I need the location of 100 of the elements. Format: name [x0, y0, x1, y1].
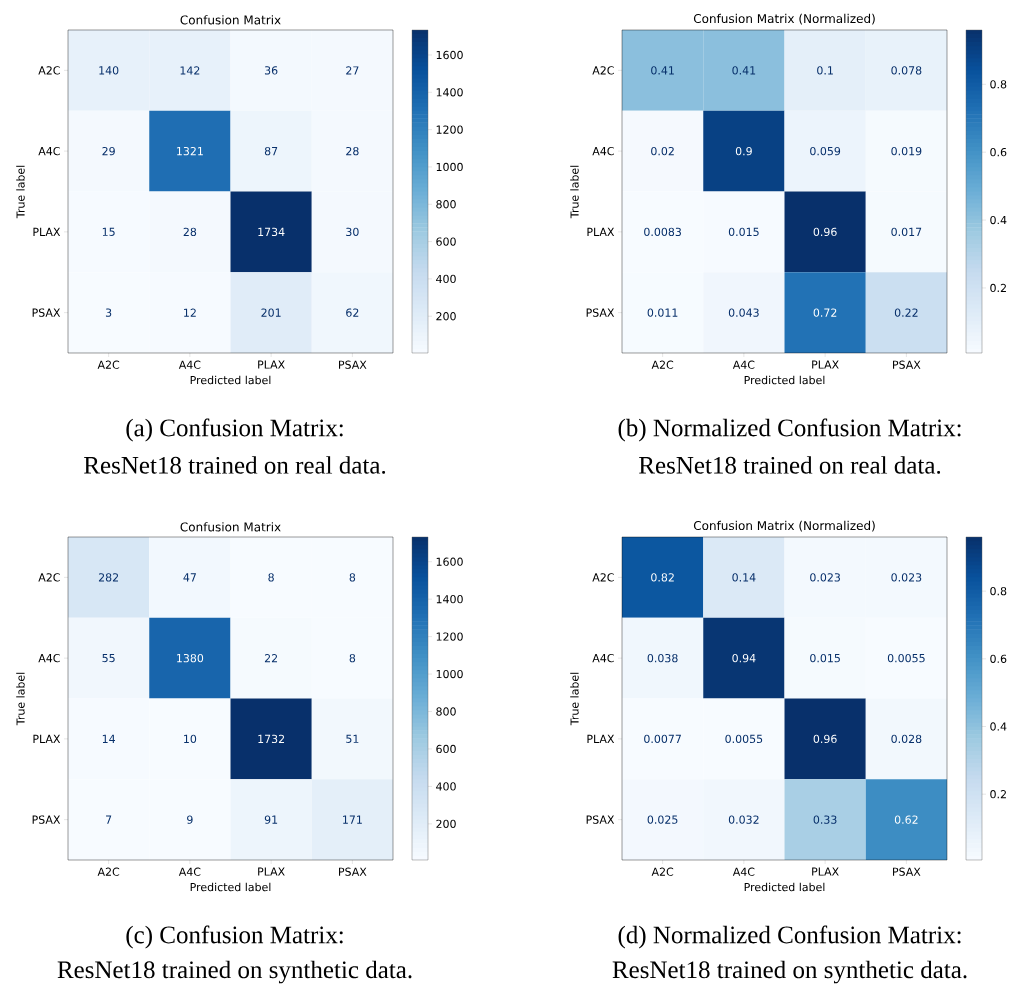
x-tick-label: A4C — [178, 867, 201, 876]
data-label: 27 — [346, 66, 359, 75]
color-bar-label: 1600 — [436, 50, 463, 60]
data-label: 1321 — [177, 146, 203, 156]
color-bar-label: 1000 — [436, 669, 463, 679]
x-axis-title: Predicted label — [744, 375, 825, 385]
data-label: 22 — [264, 654, 278, 663]
y-axis-title: True label — [16, 672, 25, 726]
data-label: 28 — [183, 227, 197, 237]
color-bar-label: 1600 — [436, 557, 463, 566]
data-label: 0.011 — [647, 308, 678, 317]
text: ResNet18 trained on synthetic data. — [57, 960, 412, 984]
text: ResNet18 trained on real data. — [639, 456, 941, 474]
chart-title: Confusion Matrix — [180, 522, 281, 532]
x-axis-title: Predicted label — [190, 882, 271, 892]
y-tick-label: PSAX — [586, 815, 615, 824]
y-tick-label: PLAX — [33, 227, 61, 236]
data-label: 28 — [346, 146, 359, 156]
data-label: 0.33 — [813, 815, 837, 824]
x-tick-label: A2C — [97, 360, 120, 369]
data-label: 87 — [264, 146, 278, 156]
x-tick-label: A4C — [732, 360, 755, 369]
color-bar-label: 200 — [436, 819, 456, 829]
color-bar-label: 400 — [436, 782, 456, 791]
data-label: 0.0077 — [644, 734, 681, 744]
data-label: 282 — [98, 573, 119, 582]
data-label: 15 — [102, 227, 115, 236]
data-label: 0.96 — [813, 227, 837, 237]
color-bar-label: 400 — [436, 274, 456, 284]
data-label: 0.62 — [894, 815, 918, 824]
data-label: 47 — [183, 573, 196, 582]
x-tick-label: PSAX — [339, 867, 367, 876]
data-label: 0.96 — [813, 734, 837, 744]
data-label: 0.41 — [651, 66, 674, 75]
data-label: 1380 — [177, 653, 204, 663]
y-axis-title: True label — [16, 165, 25, 219]
text: ResNet18 trained on real data. — [84, 456, 386, 474]
y-tick-label: A2C — [38, 66, 60, 75]
y-tick-label: PSAX — [586, 308, 615, 317]
data-label: 0.028 — [891, 734, 922, 744]
data-label: 8 — [349, 573, 356, 582]
y-tick-label: A2C — [38, 573, 60, 582]
y-tick-label: A2C — [592, 573, 614, 582]
color-bar-label: 0.2 — [990, 283, 1006, 293]
text: (b) Normalized Confusion Matrix: — [618, 418, 961, 442]
y-tick-label: A2C — [592, 66, 614, 75]
color-bar-label: 200 — [436, 312, 456, 321]
data-label: 0.02 — [651, 146, 674, 156]
text: (d) Normalized Confusion Matrix: — [618, 925, 961, 949]
data-label: 0.94 — [732, 653, 756, 663]
data-label: 0.025 — [647, 815, 678, 824]
x-tick-label: A4C — [732, 867, 755, 876]
color-bar-label: 0.6 — [990, 654, 1007, 663]
data-label: 0.032 — [728, 815, 759, 824]
data-label: 12 — [184, 308, 196, 317]
color-bar-label: 1000 — [436, 162, 463, 172]
data-label: 29 — [102, 146, 115, 156]
data-label: 0.019 — [891, 146, 922, 156]
x-axis-title: Predicted label — [744, 882, 825, 892]
color-bar-label: 0.4 — [990, 215, 1007, 225]
y-tick-label: A4C — [38, 653, 60, 663]
color-bar-label: 0.4 — [990, 722, 1007, 731]
data-label: 3 — [105, 308, 112, 317]
x-tick-label: PLAX — [812, 360, 839, 369]
x-tick-label: A2C — [651, 360, 674, 369]
data-label: 0.015 — [728, 227, 759, 237]
data-label: 171 — [343, 815, 362, 824]
color-bar-label: 0.8 — [990, 80, 1007, 89]
data-label: 0.0055 — [725, 734, 763, 744]
y-tick-label: PLAX — [587, 227, 615, 236]
data-label: 0.023 — [891, 573, 922, 582]
x-tick-label: A4C — [178, 360, 201, 369]
data-label: 55 — [102, 654, 115, 663]
color-bar-label: 1400 — [436, 88, 463, 97]
data-label: 0.059 — [810, 146, 841, 156]
data-label: 0.015 — [810, 653, 840, 663]
data-label: 62 — [346, 308, 359, 317]
data-label: 8 — [268, 573, 274, 582]
color-bar-label: 0.6 — [990, 148, 1007, 157]
y-tick-label: PSAX — [32, 815, 61, 824]
data-label: 0.22 — [894, 308, 918, 317]
data-label: 0.14 — [732, 573, 756, 582]
x-tick-label: PLAX — [258, 360, 285, 369]
data-label: 1734 — [258, 227, 285, 237]
data-label: 14 — [102, 734, 116, 743]
x-tick-label: PLAX — [258, 867, 285, 876]
data-label: 0.043 — [728, 308, 759, 317]
y-axis-title: True label — [570, 165, 579, 219]
text: (c) Confusion Matrix: — [126, 925, 343, 949]
data-label: 0.1 — [817, 66, 833, 75]
y-axis-title: True label — [570, 672, 579, 726]
data-label: 36 — [264, 66, 278, 75]
data-label: 10 — [184, 734, 197, 744]
data-label: 7 — [106, 815, 112, 824]
data-label: 0.017 — [891, 227, 922, 237]
data-label: 201 — [261, 308, 281, 317]
color-bar-label: 0.8 — [990, 586, 1007, 596]
x-tick-label: PSAX — [893, 867, 921, 876]
data-label: 0.078 — [891, 66, 922, 75]
x-tick-label: PLAX — [812, 867, 839, 876]
